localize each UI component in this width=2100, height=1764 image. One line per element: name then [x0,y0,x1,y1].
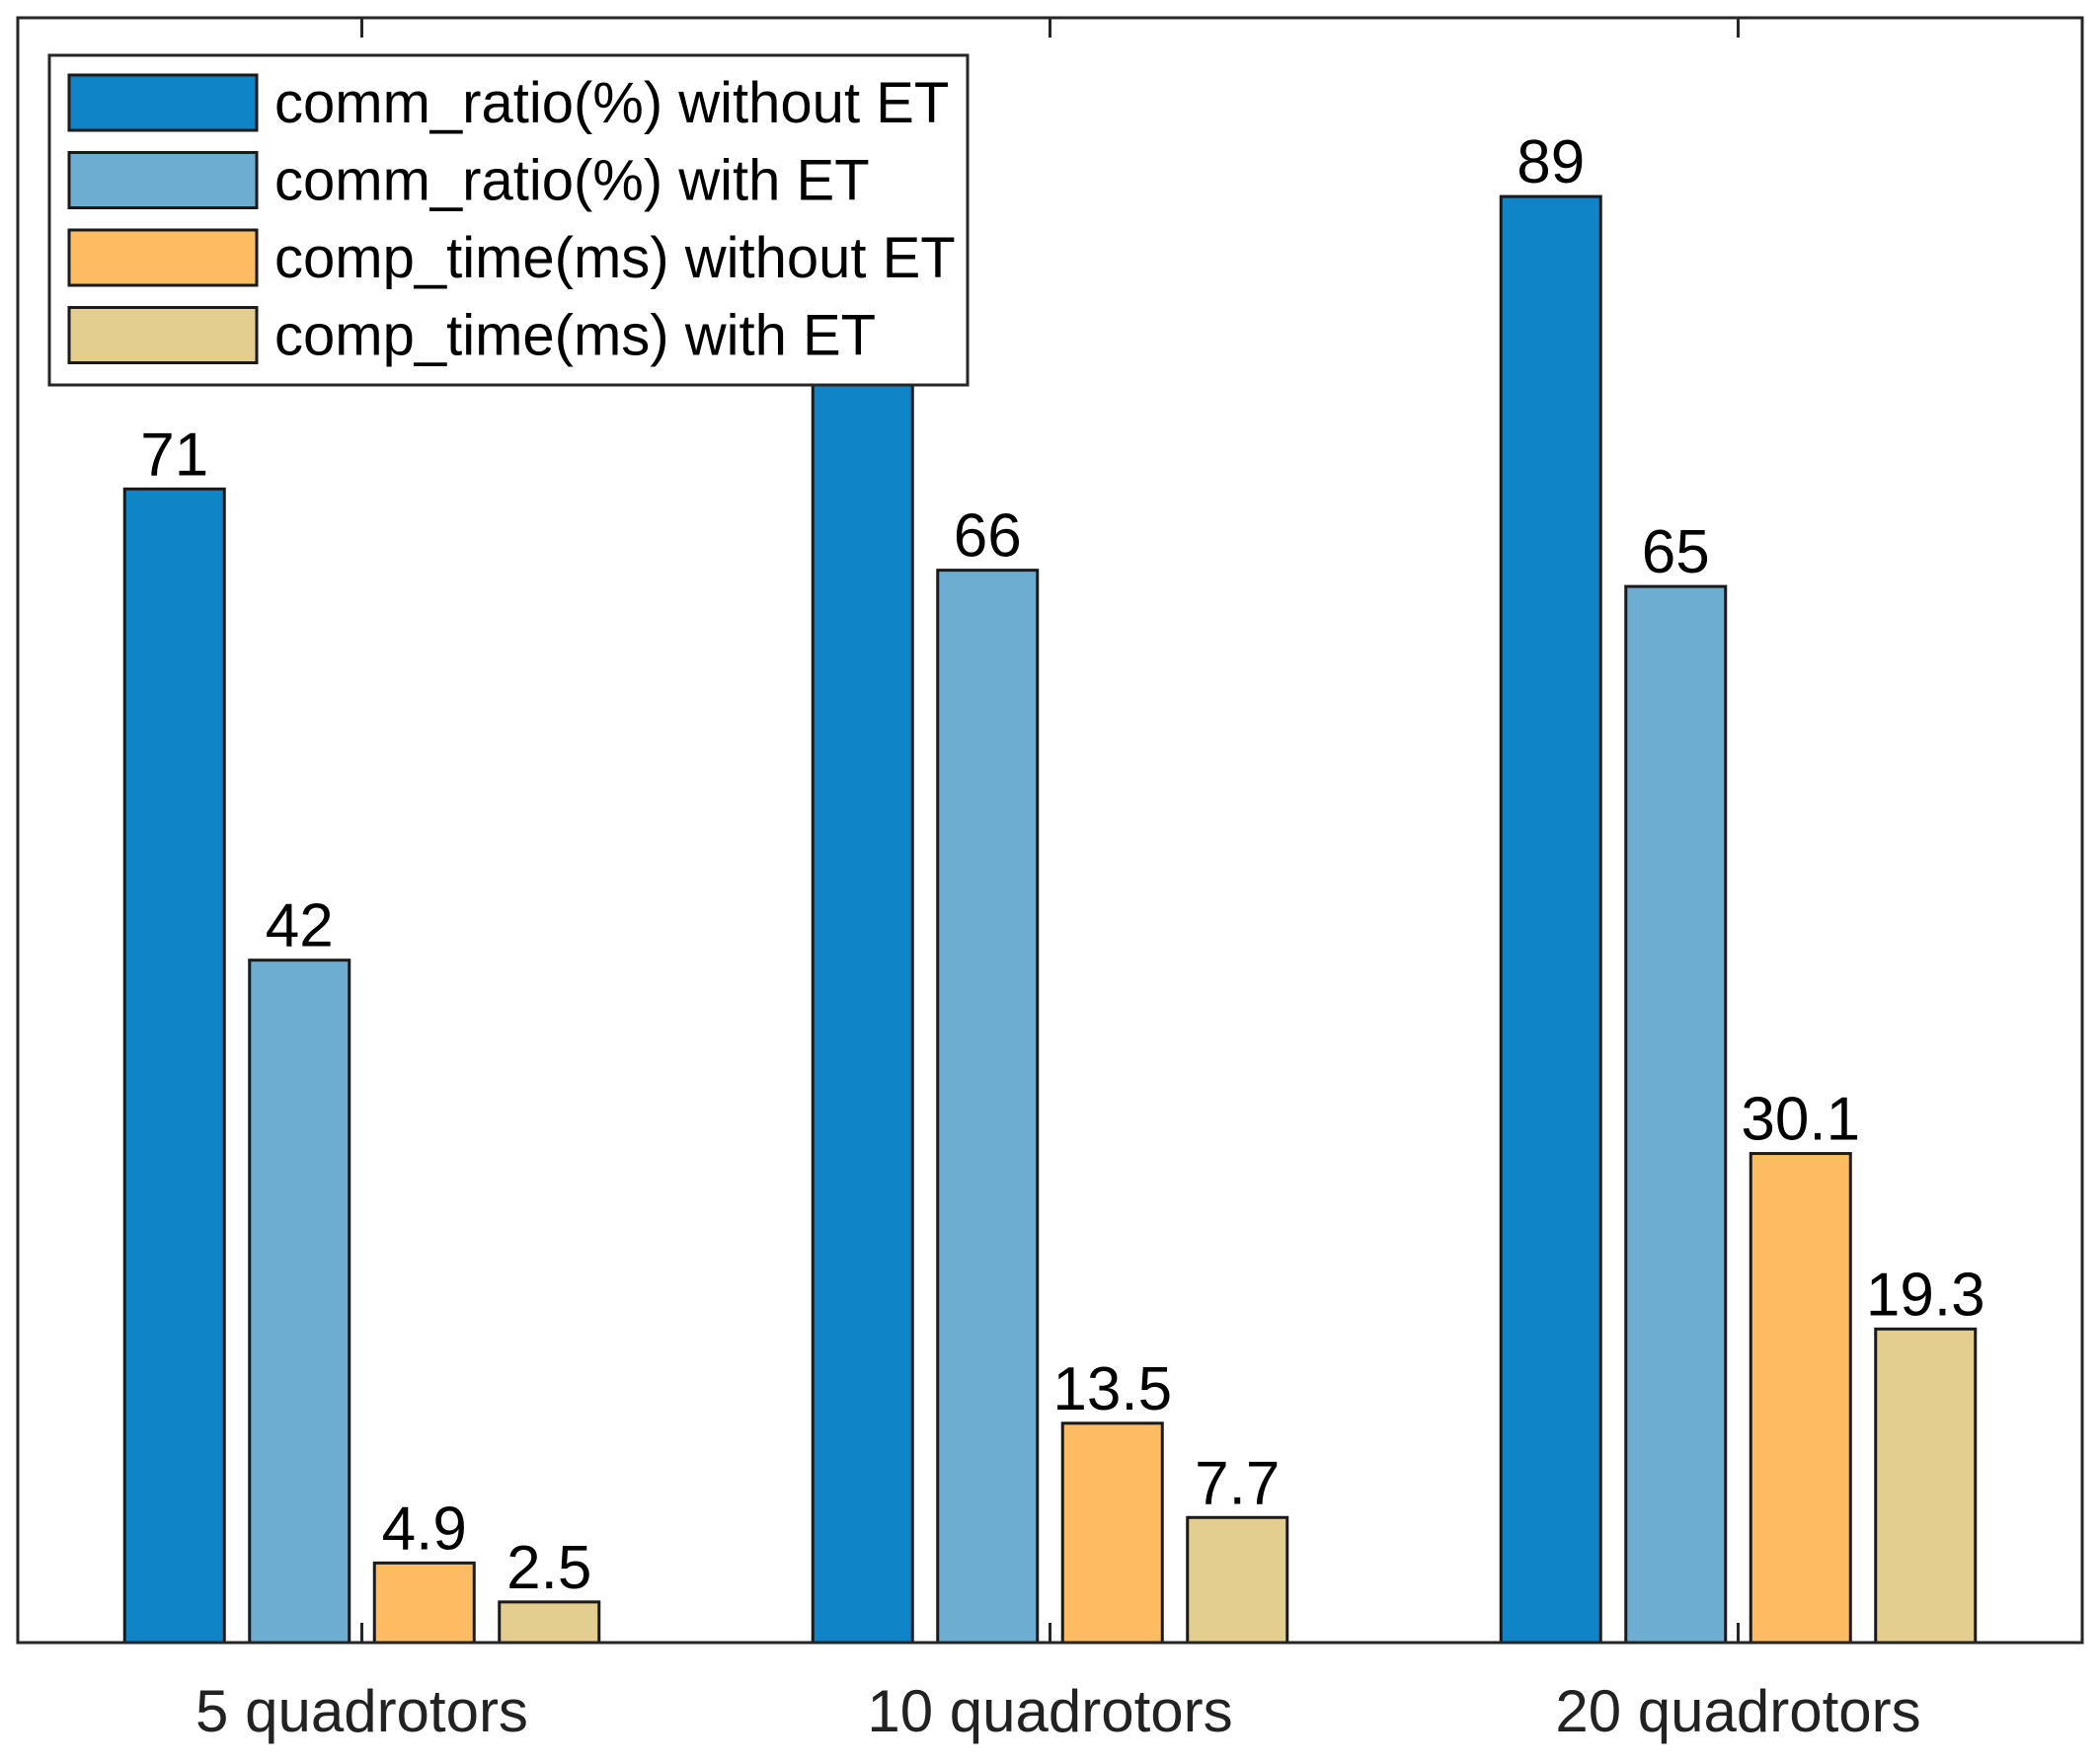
data-label: 30.1 [1741,1086,1860,1154]
bar [1874,1327,1978,1645]
legend-label: comm_ratio(%) without ET [274,71,949,135]
legend-swatch [67,73,259,132]
data-label: 13.5 [1052,1355,1172,1423]
bar [1060,1421,1164,1645]
legend-swatch [67,151,259,209]
axes-frame [16,16,2084,1645]
bar [1624,584,1728,1645]
bars [122,194,1978,1645]
x-tick-label: 5 quadrotors [195,1678,528,1744]
data-label: 65 [1642,518,1710,586]
data-label: 66 [954,502,1022,571]
data-label: 19.3 [1866,1261,1985,1329]
bar [248,959,351,1645]
legend-label: comp_time(ms) without ET [274,226,956,290]
legend-swatch [67,306,259,364]
data-label: 71 [140,421,208,489]
bar [936,569,1040,1645]
bar [372,1561,476,1645]
x-tick-label: 10 quadrotors [867,1678,1232,1744]
bar [498,1600,601,1645]
data-label: 89 [1517,128,1585,196]
legend-label: comm_ratio(%) with ET [274,149,870,213]
x-tick-label: 20 quadrotors [1555,1678,1920,1744]
legend: comm_ratio(%) without ET comm_ratio(%) wi… [47,53,970,387]
bar [1749,1152,1852,1645]
bar [1499,194,1602,1645]
data-label: 2.5 [506,1534,591,1602]
axis-ticks [360,18,1740,1643]
data-label: 42 [266,892,334,960]
bar [811,227,914,1645]
bar [122,487,226,1645]
data-label: 4.9 [382,1495,467,1563]
x-tick-labels: 5 quadrotors 10 quadrotors 20 quadrotors [195,1678,1921,1744]
legend-swatch [67,228,259,287]
bar [1186,1515,1289,1645]
legend-label: comp_time(ms) with ET [274,304,876,368]
data-label: 7.7 [1195,1449,1280,1517]
